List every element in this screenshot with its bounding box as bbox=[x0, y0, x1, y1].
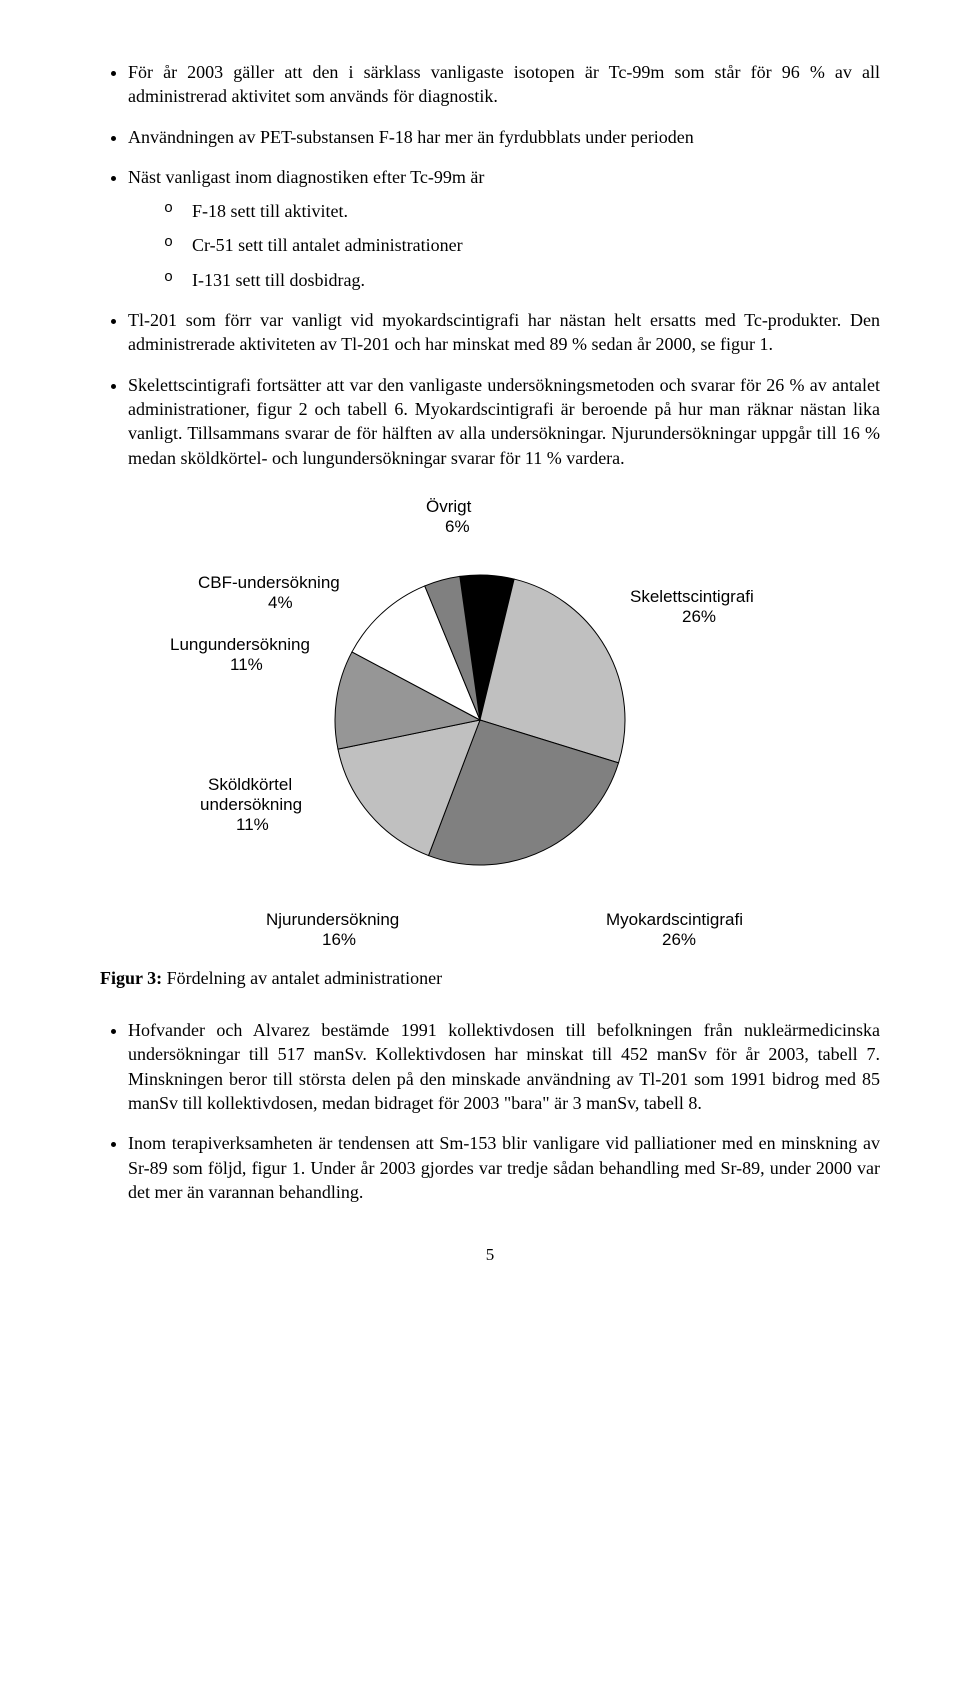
pie-slice-label: Njurundersökning bbox=[266, 910, 399, 929]
pie-slice-label: 26% bbox=[682, 607, 716, 626]
pie-chart: Övrigt6%Skelettscintigrafi26%Myokardscin… bbox=[100, 490, 880, 960]
pie-slice-label: undersökning bbox=[200, 795, 302, 814]
pie-slice-label: Övrigt bbox=[426, 497, 472, 516]
pie-slice-label: 16% bbox=[322, 930, 356, 949]
sub-bullet-item: Cr-51 sett till antalet administrationer bbox=[164, 233, 880, 257]
figure-caption-text: Fördelning av antalet administrationer bbox=[162, 968, 442, 988]
sub-bullet-item: F-18 sett till aktivitet. bbox=[164, 199, 880, 223]
bullet-item: Näst vanligast inom diagnostiken efter T… bbox=[128, 165, 880, 292]
pie-slice-label: 4% bbox=[268, 593, 293, 612]
bullet-item: Skelettscintigrafi fortsätter att var de… bbox=[128, 373, 880, 470]
pie-slice-label: 26% bbox=[662, 930, 696, 949]
bullet-list-bottom: Hofvander och Alvarez bestämde 1991 koll… bbox=[100, 1018, 880, 1204]
pie-slice-label: CBF-undersökning bbox=[198, 573, 340, 592]
sub-bullet-list: F-18 sett till aktivitet. Cr-51 sett til… bbox=[128, 199, 880, 292]
bullet-item: Hofvander och Alvarez bestämde 1991 koll… bbox=[128, 1018, 880, 1115]
bullet-item: Användningen av PET-substansen F-18 har … bbox=[128, 125, 880, 149]
bullet-text: Näst vanligast inom diagnostiken efter T… bbox=[128, 167, 484, 187]
bullet-item: Tl-201 som förr var vanligt vid myokards… bbox=[128, 308, 880, 357]
page-number: 5 bbox=[100, 1244, 880, 1267]
pie-slice-label: 11% bbox=[236, 815, 269, 834]
sub-bullet-item: I-131 sett till dosbidrag. bbox=[164, 268, 880, 292]
bullet-item: För år 2003 gäller att den i särklass va… bbox=[128, 60, 880, 109]
pie-slice-label: 6% bbox=[445, 517, 470, 536]
pie-slice-label: 11% bbox=[230, 655, 263, 674]
pie-slice-label: Myokardscintigrafi bbox=[606, 910, 743, 929]
figure-caption: Figur 3: Fördelning av antalet administr… bbox=[100, 966, 880, 990]
figure-caption-label: Figur 3: bbox=[100, 968, 162, 988]
pie-slice-label: Skelettscintigrafi bbox=[630, 587, 754, 606]
pie-slice-label: Lungundersökning bbox=[170, 635, 310, 654]
pie-slice-label: Sköldkörtel bbox=[208, 775, 292, 794]
bullet-list-top: För år 2003 gäller att den i särklass va… bbox=[100, 60, 880, 470]
bullet-item: Inom terapiverksamheten är tendensen att… bbox=[128, 1131, 880, 1204]
